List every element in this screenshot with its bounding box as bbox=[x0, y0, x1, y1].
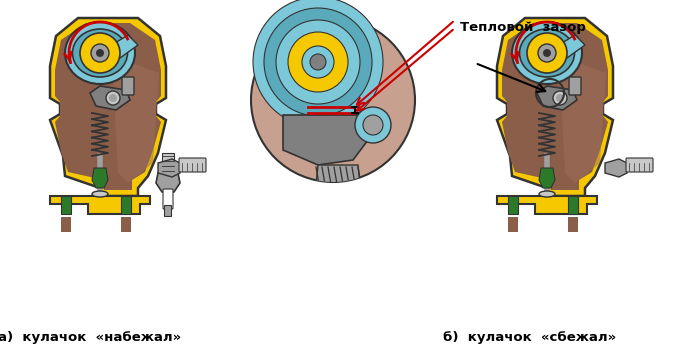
FancyBboxPatch shape bbox=[122, 77, 134, 95]
Ellipse shape bbox=[73, 29, 127, 77]
FancyBboxPatch shape bbox=[61, 196, 71, 214]
Circle shape bbox=[264, 8, 372, 116]
Polygon shape bbox=[158, 159, 180, 177]
Ellipse shape bbox=[519, 29, 575, 77]
FancyBboxPatch shape bbox=[121, 217, 131, 232]
Polygon shape bbox=[55, 23, 161, 190]
Text: а)  кулачок  «набежал»: а) кулачок «набежал» bbox=[0, 332, 181, 344]
Ellipse shape bbox=[539, 191, 555, 197]
Polygon shape bbox=[113, 58, 159, 183]
Circle shape bbox=[302, 46, 334, 78]
Circle shape bbox=[276, 20, 360, 104]
FancyBboxPatch shape bbox=[179, 158, 206, 172]
Circle shape bbox=[553, 91, 567, 105]
FancyBboxPatch shape bbox=[508, 217, 518, 232]
Circle shape bbox=[310, 54, 326, 70]
Circle shape bbox=[253, 0, 383, 127]
FancyBboxPatch shape bbox=[162, 153, 174, 173]
Polygon shape bbox=[50, 196, 150, 214]
Polygon shape bbox=[313, 165, 363, 215]
Circle shape bbox=[355, 107, 391, 143]
FancyBboxPatch shape bbox=[569, 77, 581, 95]
Polygon shape bbox=[605, 159, 627, 177]
Ellipse shape bbox=[65, 22, 135, 84]
Polygon shape bbox=[502, 23, 608, 190]
FancyBboxPatch shape bbox=[568, 217, 578, 232]
Circle shape bbox=[80, 33, 120, 73]
FancyBboxPatch shape bbox=[164, 206, 172, 216]
Text: Тепловой  зазор: Тепловой зазор bbox=[460, 22, 586, 35]
Polygon shape bbox=[283, 115, 368, 165]
Polygon shape bbox=[90, 86, 130, 110]
Circle shape bbox=[106, 91, 120, 105]
Circle shape bbox=[538, 44, 556, 62]
Circle shape bbox=[556, 94, 564, 102]
FancyBboxPatch shape bbox=[626, 158, 653, 172]
Polygon shape bbox=[560, 58, 606, 183]
Circle shape bbox=[96, 49, 104, 57]
Polygon shape bbox=[562, 35, 585, 58]
Circle shape bbox=[527, 33, 567, 73]
Circle shape bbox=[109, 94, 117, 102]
Circle shape bbox=[91, 44, 109, 62]
Polygon shape bbox=[497, 196, 597, 214]
Polygon shape bbox=[156, 173, 180, 192]
Ellipse shape bbox=[92, 191, 108, 197]
Circle shape bbox=[363, 115, 383, 135]
Polygon shape bbox=[92, 168, 108, 188]
FancyBboxPatch shape bbox=[61, 217, 71, 232]
Polygon shape bbox=[497, 18, 613, 196]
Polygon shape bbox=[539, 168, 555, 188]
Ellipse shape bbox=[512, 22, 582, 84]
Circle shape bbox=[251, 18, 415, 182]
FancyBboxPatch shape bbox=[568, 196, 578, 214]
Polygon shape bbox=[50, 18, 166, 196]
FancyBboxPatch shape bbox=[121, 196, 131, 214]
Circle shape bbox=[288, 32, 348, 92]
Text: б)  кулачок  «сбежал»: б) кулачок «сбежал» bbox=[443, 332, 617, 344]
Polygon shape bbox=[115, 35, 138, 58]
Circle shape bbox=[543, 49, 551, 57]
FancyBboxPatch shape bbox=[508, 196, 518, 214]
Polygon shape bbox=[537, 86, 577, 110]
FancyBboxPatch shape bbox=[163, 189, 173, 209]
